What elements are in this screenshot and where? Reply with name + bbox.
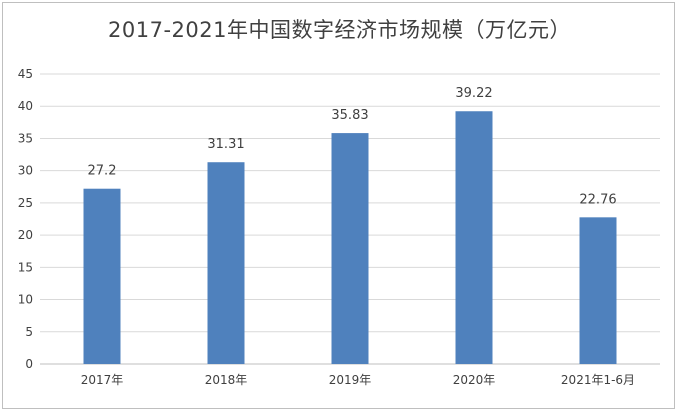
y-tick-label: 25 bbox=[18, 196, 33, 210]
data-label: 31.31 bbox=[207, 137, 244, 152]
data-label: 35.83 bbox=[331, 108, 368, 123]
y-tick-label: 35 bbox=[18, 131, 33, 145]
y-axis-ticks: 0 5 10 15 20 25 30 35 40 45 bbox=[18, 67, 33, 371]
x-tick-label: 2019年 bbox=[329, 373, 372, 387]
data-label: 27.2 bbox=[88, 164, 117, 179]
bar bbox=[331, 133, 369, 364]
bar bbox=[207, 162, 245, 364]
data-label: 22.76 bbox=[579, 192, 616, 207]
y-tick-label: 0 bbox=[25, 357, 33, 371]
x-tick-label: 2017年 bbox=[81, 373, 124, 387]
bar bbox=[579, 217, 617, 364]
y-tick-label: 40 bbox=[18, 99, 33, 113]
data-labels: 27.2 31.31 35.83 39.22 22.76 bbox=[88, 86, 617, 207]
bar bbox=[83, 188, 121, 364]
bar bbox=[455, 111, 493, 364]
y-tick-label: 30 bbox=[18, 164, 33, 178]
bars bbox=[83, 111, 617, 364]
x-axis-ticks: 2017年 2018年 2019年 2020年 2021年1-6月 bbox=[81, 373, 635, 387]
x-tick-label: 2021年1-6月 bbox=[561, 373, 635, 387]
chart-title: 2017-2021年中国数字经济市场规模（万亿元） bbox=[108, 18, 571, 42]
y-tick-label: 15 bbox=[18, 260, 33, 274]
y-tick-label: 20 bbox=[18, 228, 33, 242]
y-tick-label: 5 bbox=[25, 325, 33, 339]
x-tick-label: 2018年 bbox=[205, 373, 248, 387]
y-tick-label: 10 bbox=[18, 293, 33, 307]
y-tick-label: 45 bbox=[18, 67, 33, 81]
x-tick-label: 2020年 bbox=[453, 373, 496, 387]
data-label: 39.22 bbox=[455, 86, 492, 101]
